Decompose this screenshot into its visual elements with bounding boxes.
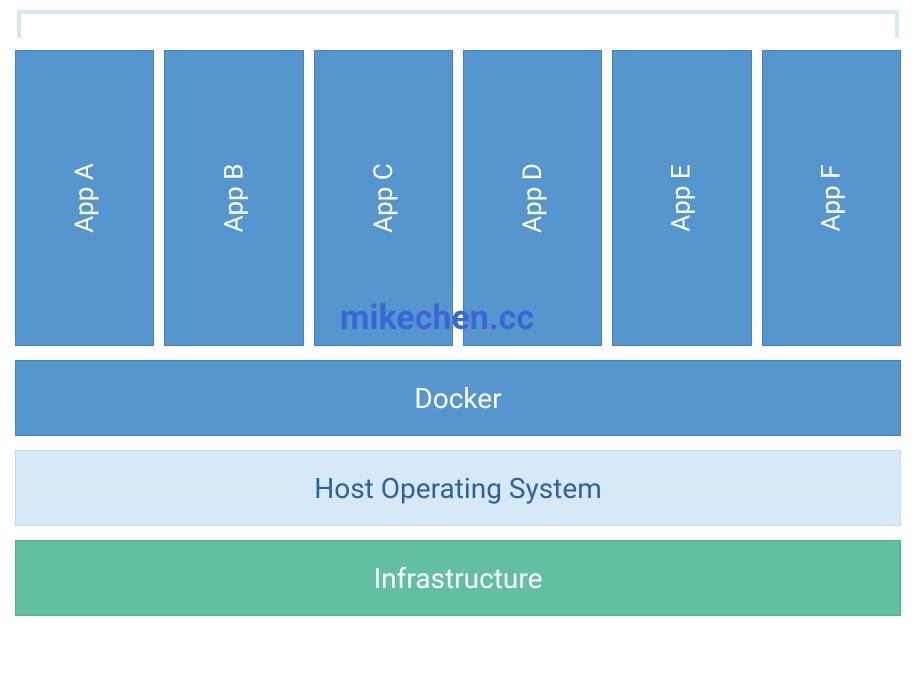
app-box: App D: [463, 50, 602, 346]
app-box: App E: [612, 50, 751, 346]
app-box: App B: [164, 50, 303, 346]
apps-bracket: [17, 10, 899, 38]
app-label: App A: [70, 163, 100, 233]
layers-stack: Docker Host Operating System Infrastructur…: [15, 360, 901, 616]
layer-box: Host Operating System: [15, 450, 901, 526]
apps-row: App A App B App C App D App E App F: [15, 50, 901, 346]
app-label: App B: [219, 164, 249, 233]
app-label: App E: [667, 164, 697, 231]
layer-box: Infrastructure: [15, 540, 901, 616]
architecture-diagram: App A App B App C App D App E App F Docker Hos…: [0, 0, 916, 684]
app-label: App F: [816, 165, 846, 232]
app-label: App C: [368, 163, 398, 233]
app-label: App D: [518, 163, 548, 233]
layer-box: Docker: [15, 360, 901, 436]
app-box: App F: [762, 50, 901, 346]
app-box: App C: [314, 50, 453, 346]
app-box: App A: [15, 50, 154, 346]
